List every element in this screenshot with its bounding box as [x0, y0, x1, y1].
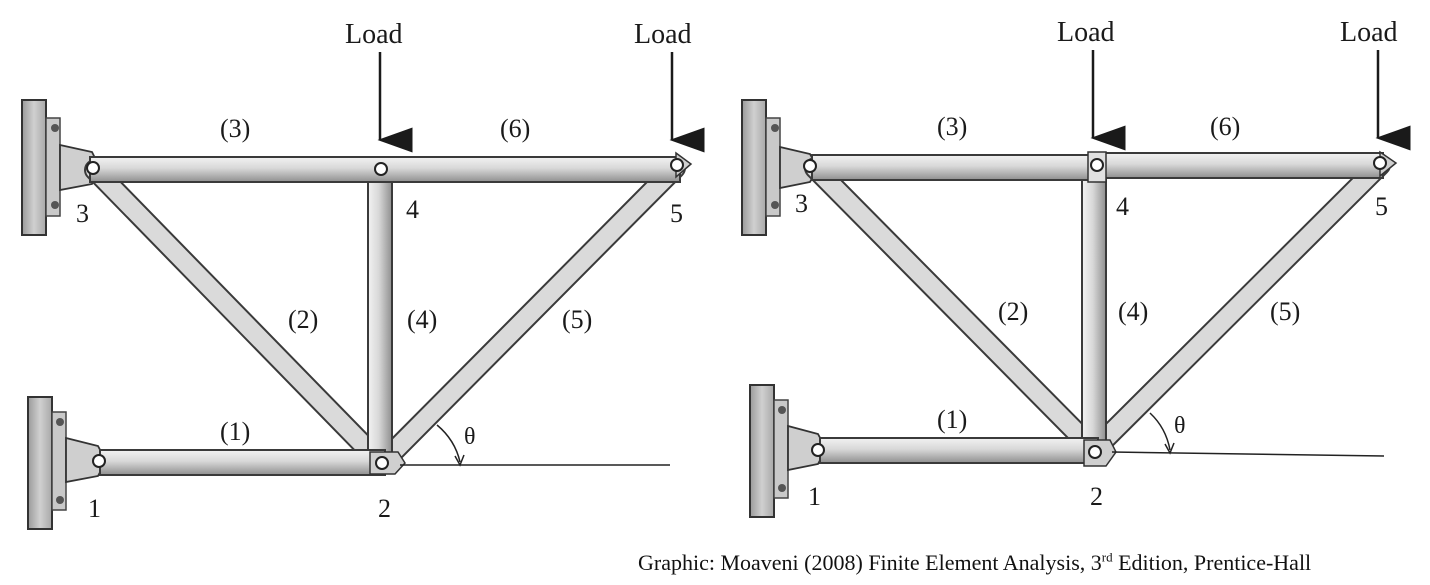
- element-label-4: (4): [407, 305, 437, 334]
- node-label-4: 4: [1116, 192, 1129, 221]
- element-label-2: (2): [288, 305, 318, 334]
- member-1: [99, 449, 386, 476]
- node-label-3: 3: [795, 189, 808, 218]
- member-3: [811, 154, 1096, 181]
- joint-node-1: [811, 443, 825, 457]
- load-label-node-5: Load: [1340, 17, 1398, 48]
- element-label-2: (2): [998, 297, 1028, 326]
- load-label-node-4: Load: [1057, 17, 1115, 48]
- joint-node-5: [1373, 150, 1398, 178]
- angle-arc-arrow: [454, 454, 465, 467]
- wall-support-node-3: [21, 99, 102, 236]
- angle-label: θ: [1174, 413, 1186, 439]
- element-label-1: (1): [220, 417, 250, 446]
- joint-node-4: [374, 162, 388, 176]
- node-label-5: 5: [670, 199, 683, 228]
- caption-superscript: rd: [1101, 549, 1113, 565]
- node-label-1: 1: [88, 494, 101, 523]
- joint-node-3: [803, 159, 817, 173]
- load-label-node-5: Load: [634, 19, 692, 50]
- node-label-5: 5: [1375, 192, 1388, 221]
- element-label-6: (6): [1210, 112, 1240, 141]
- member-4: [1081, 171, 1107, 445]
- caption-prefix: Graphic: Moaveni (2008) Finite Element A…: [638, 550, 1102, 575]
- element-label-6: (6): [500, 114, 530, 143]
- angle-arc: [436, 424, 461, 463]
- truss-figure-2: θ Load Load (3) (6) (2) (4) (5) (1) 3 4 …: [741, 17, 1411, 518]
- joint-node-5: [670, 151, 693, 179]
- member-2: [84, 159, 391, 473]
- member-4: [367, 171, 393, 458]
- angle-baseline: [1111, 451, 1385, 457]
- angle-label: θ: [464, 424, 476, 450]
- element-label-3: (3): [937, 112, 967, 141]
- node-label-2: 2: [378, 494, 391, 523]
- member-1: [819, 437, 1099, 464]
- node-label-3: 3: [76, 199, 89, 228]
- element-label-5: (5): [1270, 297, 1300, 326]
- member-5: [374, 157, 686, 471]
- caption-suffix: Edition, Prentice-Hall: [1112, 550, 1312, 575]
- joint-node-2: [369, 451, 406, 475]
- wall-support-node-3: [741, 99, 820, 236]
- element-label-1: (1): [937, 405, 967, 434]
- member-5: [1087, 154, 1391, 457]
- element-label-5: (5): [562, 305, 592, 334]
- node-label-1: 1: [808, 482, 821, 511]
- member-6: [1102, 152, 1384, 179]
- figure-caption: Graphic: Moaveni (2008) Finite Element A…: [638, 550, 1311, 576]
- joint-node-4: [1087, 151, 1107, 183]
- truss-figure-1: θ Load Load (3) (6) (2) (4) (5) (1) 3 4 …: [21, 19, 705, 530]
- joint-node-3: [86, 161, 100, 175]
- joint-node-1: [92, 454, 106, 468]
- wall-support-node-1: [27, 396, 108, 530]
- element-label-3: (3): [220, 114, 250, 143]
- angle-arc-arrow: [1164, 442, 1175, 455]
- load-label-node-4: Load: [345, 19, 403, 50]
- node-label-2: 2: [1090, 482, 1103, 511]
- angle-arc: [1149, 412, 1171, 451]
- joint-node-2: [1083, 439, 1117, 467]
- element-label-4: (4): [1118, 297, 1148, 326]
- member-2: [804, 157, 1103, 459]
- node-label-4: 4: [406, 195, 419, 224]
